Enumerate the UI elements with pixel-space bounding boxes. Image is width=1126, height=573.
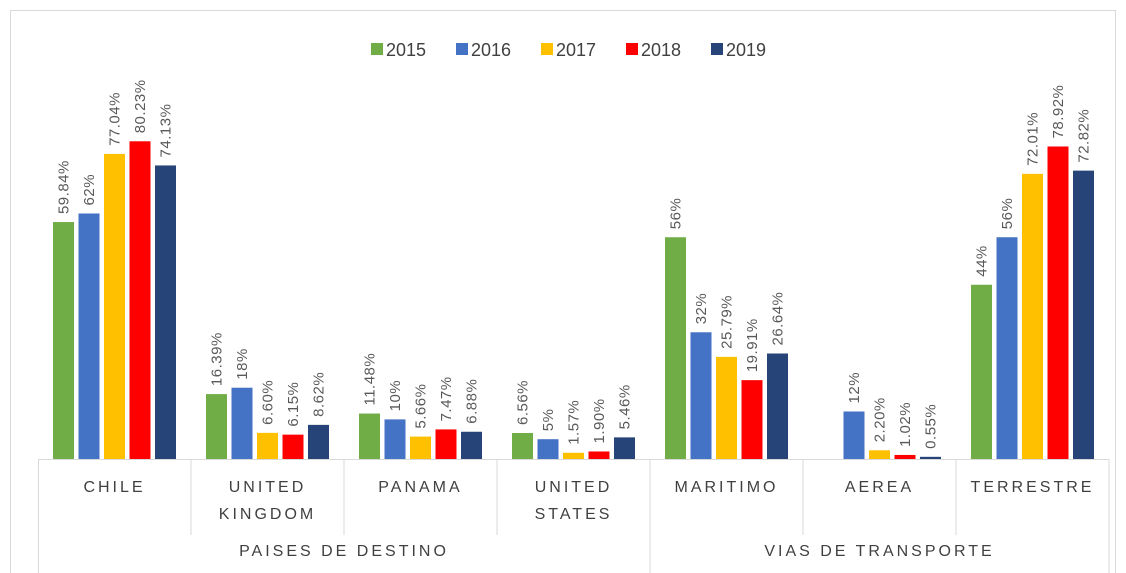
value-label: 78.92% <box>1050 85 1067 139</box>
value-label: 72.82% <box>1076 109 1093 163</box>
bar <box>206 394 227 459</box>
bar <box>1022 173 1043 459</box>
x-tick-label: AEREA <box>844 479 915 496</box>
value-label: 56% <box>668 198 685 230</box>
value-label: 2.20% <box>872 397 889 442</box>
bar <box>716 356 737 459</box>
bar <box>512 433 533 459</box>
legend-swatch <box>371 43 383 55</box>
legend-swatch <box>541 43 553 55</box>
value-label: 6.15% <box>285 382 302 427</box>
legend-swatch <box>456 43 468 55</box>
legend-label: 2019 <box>726 40 766 60</box>
bar <box>690 332 712 459</box>
bar <box>53 222 74 459</box>
value-label: 5% <box>540 409 557 432</box>
x-tick-label: UNITED STATES <box>534 479 613 523</box>
bar <box>588 451 610 459</box>
value-label: 6.60% <box>260 380 277 425</box>
bar <box>257 432 278 459</box>
value-label: 8.62% <box>311 372 328 417</box>
bar <box>767 353 788 459</box>
bar <box>614 437 635 459</box>
value-label: 16.39% <box>209 332 226 386</box>
legend-label: 2016 <box>471 40 511 60</box>
value-label: 44% <box>974 245 991 277</box>
value-label: 77.04% <box>107 92 124 146</box>
chart-border <box>10 10 1116 573</box>
bar <box>155 165 176 460</box>
value-label: 56% <box>999 198 1016 230</box>
bar <box>843 411 865 459</box>
bar <box>537 439 559 459</box>
value-label: 80.23% <box>132 79 149 133</box>
bar <box>894 454 916 459</box>
group-label: VIAS DE TRANSPORTE <box>764 543 995 560</box>
bar <box>282 434 304 459</box>
bar <box>1047 146 1069 459</box>
value-label: 18% <box>234 348 251 380</box>
legend-swatch <box>626 43 638 55</box>
bar <box>563 452 584 459</box>
value-label: 26.64% <box>770 292 787 346</box>
bar <box>996 237 1018 459</box>
value-label: 11.48% <box>362 353 379 406</box>
bar <box>435 429 457 459</box>
bar <box>308 424 329 459</box>
x-tick-label: UNITED KINGDOM <box>218 479 317 523</box>
legend-swatch <box>711 43 723 55</box>
x-tick-label: MARITIMO <box>674 479 779 496</box>
value-label: 12% <box>846 372 863 404</box>
bar <box>231 387 253 459</box>
bar <box>104 153 125 459</box>
value-label: 19.91% <box>744 318 761 372</box>
bar <box>78 213 100 459</box>
value-label: 6.56% <box>515 380 532 425</box>
x-tick-label: PANAMA <box>378 479 463 496</box>
value-label: 25.79% <box>719 295 736 349</box>
bar <box>384 419 406 459</box>
value-label: 72.01% <box>1025 112 1042 166</box>
value-label: 59.84% <box>56 160 73 214</box>
value-label: 10% <box>387 380 404 412</box>
value-label: 0.55% <box>923 404 940 449</box>
bar <box>741 380 763 459</box>
bar <box>869 450 890 459</box>
value-label: 7.47% <box>438 376 455 421</box>
bar <box>920 456 941 459</box>
legend-label: 2015 <box>386 40 426 60</box>
group-label: PAISES DE DESTINO <box>239 543 449 560</box>
value-label: 32% <box>693 293 710 325</box>
value-label: 5.46% <box>617 384 634 429</box>
value-label: 1.57% <box>566 400 583 445</box>
value-label: 62% <box>81 174 98 206</box>
x-tick-label: TERRESTRE <box>970 479 1095 496</box>
bar <box>665 237 686 459</box>
value-label: 5.66% <box>413 384 430 429</box>
bar <box>461 431 482 459</box>
x-tick-label: CHILE <box>83 479 146 496</box>
bar <box>971 284 992 459</box>
legend-label: 2018 <box>641 40 681 60</box>
value-label: 6.88% <box>464 379 481 424</box>
bar <box>359 413 380 459</box>
value-label: 1.02% <box>897 402 914 447</box>
bar <box>129 141 151 460</box>
value-label: 74.13% <box>158 104 175 158</box>
bar <box>1073 170 1094 459</box>
bar <box>410 436 431 459</box>
value-label: 1.90% <box>591 398 608 443</box>
legend-label: 2017 <box>556 40 596 60</box>
